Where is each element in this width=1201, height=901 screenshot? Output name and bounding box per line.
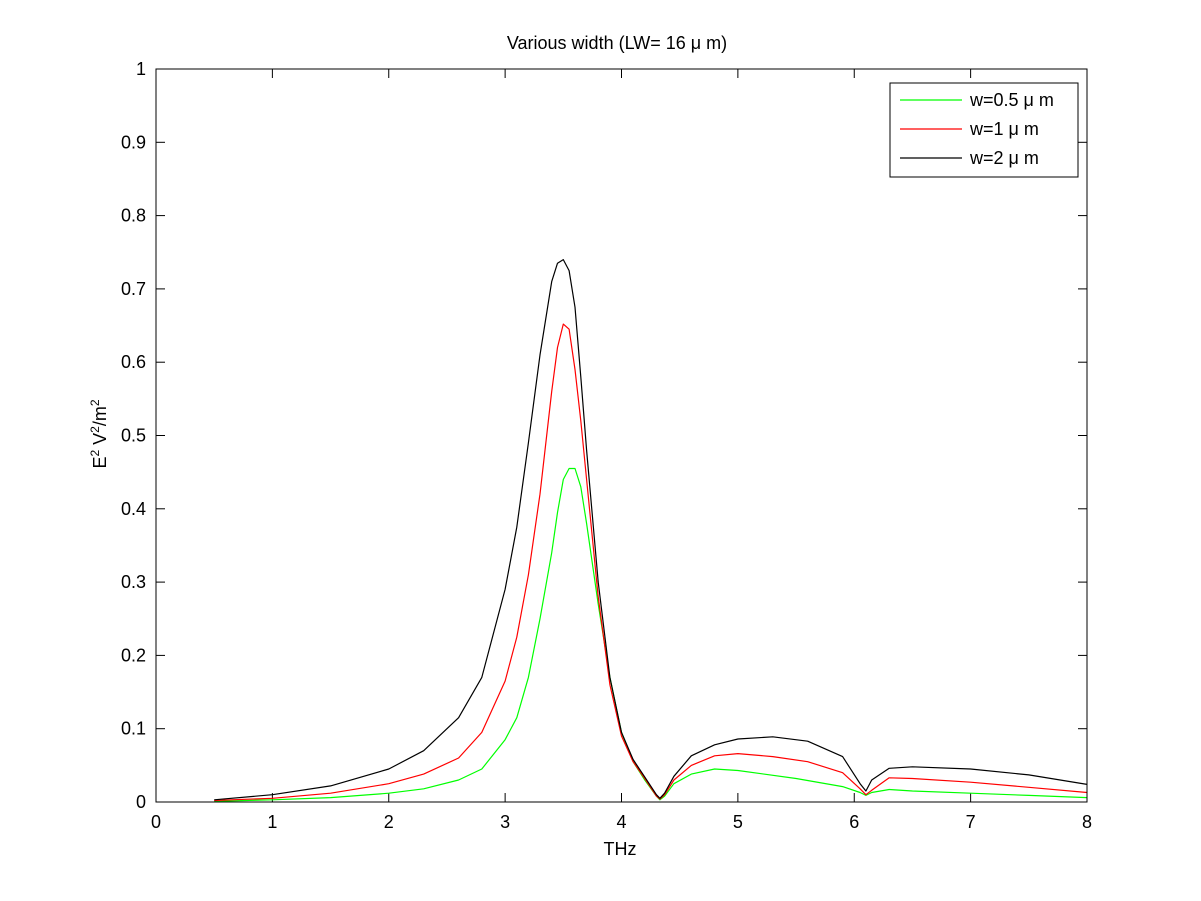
series-line-1 xyxy=(214,323,1088,802)
x-tick-label: 3 xyxy=(500,812,510,832)
x-tick-label: 8 xyxy=(1082,812,1092,832)
legend-label: w=1 μ m xyxy=(969,119,1039,139)
series-line-2 xyxy=(214,259,1088,801)
y-axis-label: E2 V2/m2 xyxy=(88,399,110,468)
x-tick-label: 1 xyxy=(267,812,277,832)
y-tick-label: 0.4 xyxy=(121,499,146,519)
x-tick-label: 5 xyxy=(733,812,743,832)
y-tick-label: 0.6 xyxy=(121,352,146,372)
legend-label: w=0.5 μ m xyxy=(969,90,1054,110)
y-tick-label: 0.8 xyxy=(121,206,146,226)
x-axis-label: THz xyxy=(604,839,637,859)
series-line-0 xyxy=(214,467,1088,802)
y-tick-label: 0.5 xyxy=(121,426,146,446)
x-tick-label: 4 xyxy=(616,812,626,832)
y-tick-label: 0.7 xyxy=(121,279,146,299)
y-tick-label: 0.2 xyxy=(121,645,146,665)
y-tick-label: 0.3 xyxy=(121,572,146,592)
y-tick-label: 0 xyxy=(136,792,146,812)
y-tick-label: 1 xyxy=(136,59,146,79)
x-tick-label: 7 xyxy=(966,812,976,832)
y-tick-label: 0.9 xyxy=(121,132,146,152)
chart-title: Various width (LW= 16 μ m) xyxy=(507,33,727,53)
plot-area-frame xyxy=(155,68,1088,803)
x-tick-label: 6 xyxy=(849,812,859,832)
x-tick-label: 2 xyxy=(384,812,394,832)
x-tick-label: 0 xyxy=(151,812,161,832)
legend-box xyxy=(889,82,1079,178)
legend-label: w=2 μ m xyxy=(969,148,1039,168)
y-tick-label: 0.1 xyxy=(121,719,146,739)
